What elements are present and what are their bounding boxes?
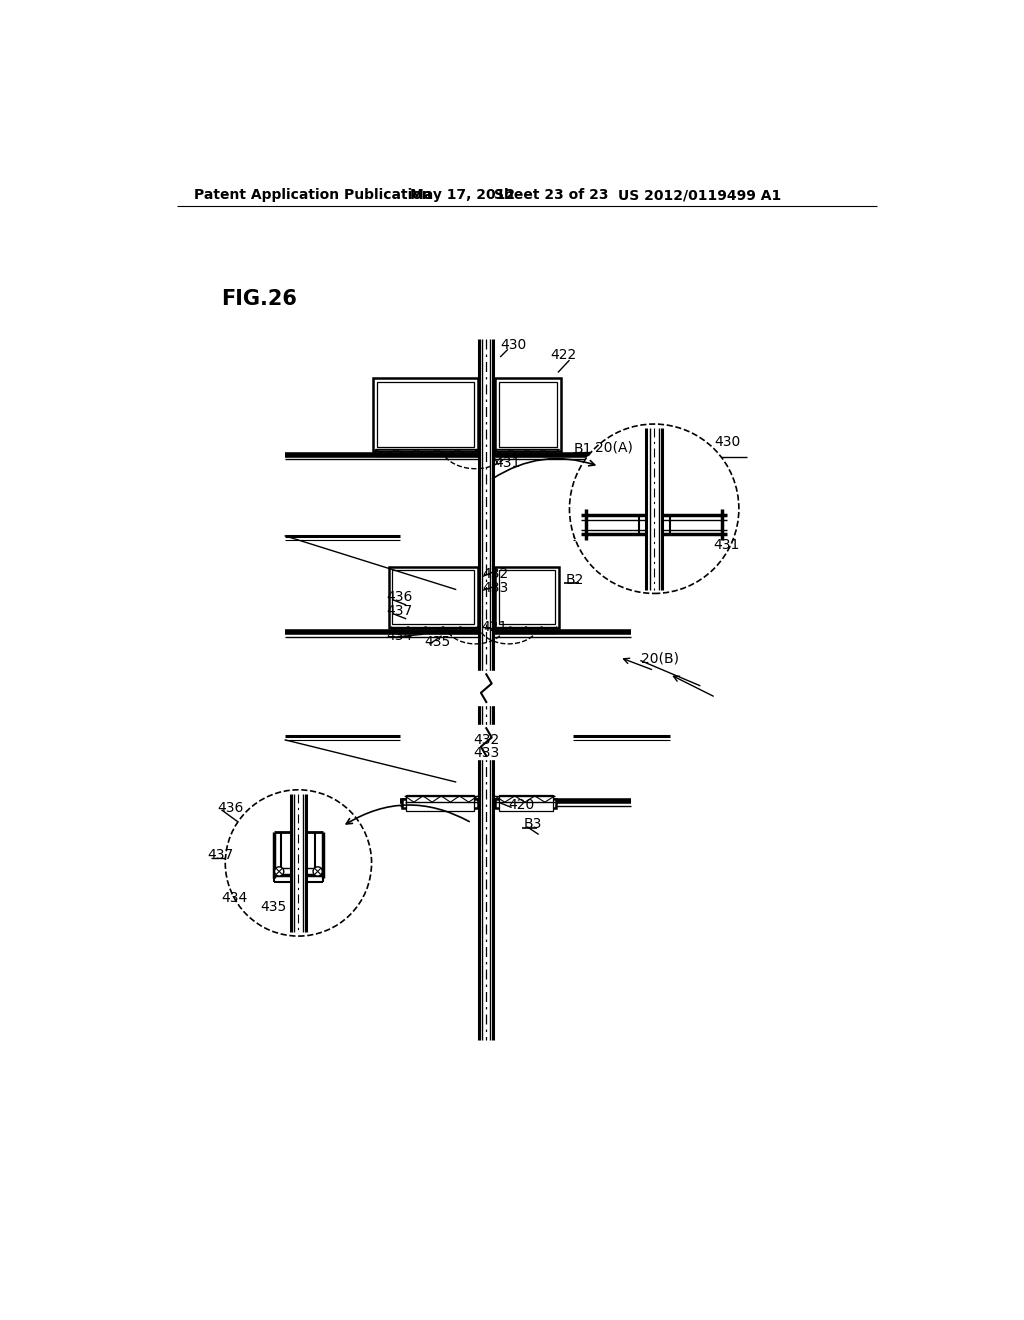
Bar xyxy=(495,378,561,451)
Text: 430: 430 xyxy=(714,434,740,449)
Text: 434: 434 xyxy=(386,628,413,643)
Text: 430: 430 xyxy=(500,338,526,351)
Text: US 2012/0119499 A1: US 2012/0119499 A1 xyxy=(617,189,781,202)
Bar xyxy=(499,795,553,812)
Bar xyxy=(377,381,474,447)
Text: 20(A): 20(A) xyxy=(595,440,633,454)
Text: 437: 437 xyxy=(208,849,233,862)
Circle shape xyxy=(274,867,284,876)
Text: B2: B2 xyxy=(565,573,584,587)
Text: 431: 431 xyxy=(714,539,739,552)
Bar xyxy=(373,378,478,451)
Bar xyxy=(495,799,556,808)
Bar xyxy=(495,566,559,628)
Text: 434: 434 xyxy=(221,891,248,904)
Text: 437: 437 xyxy=(386,605,413,618)
Text: 432: 432 xyxy=(473,733,500,747)
Bar xyxy=(392,570,474,624)
Bar xyxy=(388,566,478,628)
Text: 432: 432 xyxy=(482,568,509,581)
Bar xyxy=(402,799,478,808)
Text: 422: 422 xyxy=(550,347,577,362)
Circle shape xyxy=(225,789,372,936)
Text: 435: 435 xyxy=(425,635,451,649)
Bar xyxy=(407,795,474,812)
Text: 436: 436 xyxy=(386,590,413,605)
Text: 420: 420 xyxy=(508,799,535,812)
Text: B3: B3 xyxy=(523,817,542,832)
Text: May 17, 2012: May 17, 2012 xyxy=(410,189,515,202)
Text: 421: 421 xyxy=(481,619,507,634)
Text: Sheet 23 of 23: Sheet 23 of 23 xyxy=(494,189,608,202)
Text: 435: 435 xyxy=(260,900,286,913)
Text: 431: 431 xyxy=(494,455,520,470)
Text: B1: B1 xyxy=(573,442,592,457)
Text: 20(B): 20(B) xyxy=(641,652,679,665)
Text: 433: 433 xyxy=(473,746,500,760)
Text: 433: 433 xyxy=(482,581,509,595)
Bar xyxy=(499,381,557,447)
Text: 436: 436 xyxy=(217,800,244,814)
Text: Patent Application Publication: Patent Application Publication xyxy=(194,189,431,202)
Bar xyxy=(499,570,555,624)
Text: FIG.26: FIG.26 xyxy=(221,289,297,309)
Circle shape xyxy=(313,867,323,876)
Circle shape xyxy=(569,424,739,594)
